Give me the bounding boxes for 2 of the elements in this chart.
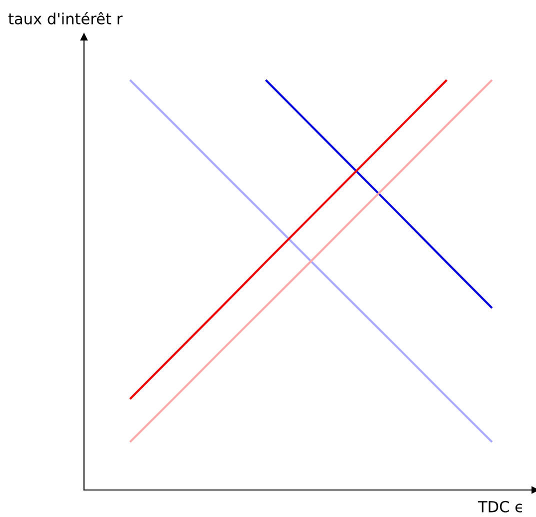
x-axis-title: TDC ϵ [478, 500, 522, 512]
y-axis-title: taux d'intérêt r [8, 12, 123, 24]
